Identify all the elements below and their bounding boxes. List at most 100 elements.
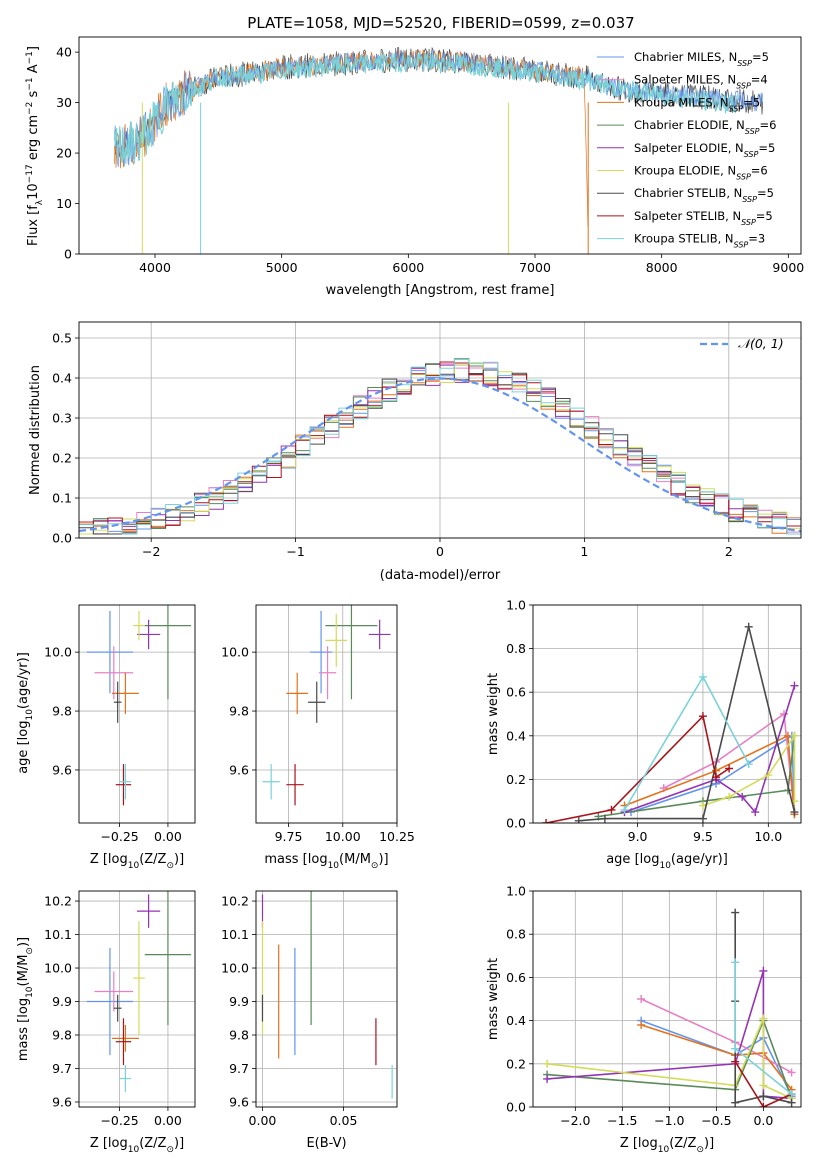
weight-line-chabrier-miles (630, 734, 796, 815)
weight-marker (759, 966, 768, 975)
errorbar-kroupa-miles (111, 1024, 139, 1052)
panel-weight-vs-Z: −2.0 −1.5 −1.0 −0.5 0.0 0.0 0.2 0.4 0.6 0.8 1.0 Z [… (486, 884, 802, 1155)
legend-text: =5 (743, 95, 760, 109)
weight-marker (787, 1090, 796, 1099)
x-tick-label: −2 (142, 544, 160, 559)
label-part: 10 (26, 183, 41, 200)
label-part: (Z/Z (139, 852, 166, 867)
label-part: −1 (25, 51, 35, 64)
label-part: erg cm (26, 115, 41, 164)
weight-marker (759, 1092, 768, 1101)
errorbar-kroupa-elodie (133, 921, 145, 1035)
y-tick-label: 0.1 (52, 491, 72, 506)
errorbar-chabrier-elodie (144, 605, 192, 700)
weight-marker (543, 1074, 552, 1083)
legend-text: Chabrier STELIB, N (634, 186, 742, 200)
legend-text: =3 (748, 232, 765, 246)
legend-text: Kroupa MILES, N (634, 95, 729, 109)
legend-text: Chabrier MILES, N (634, 50, 737, 64)
y-tick-label: 9.8 (52, 1028, 72, 1043)
y-tick-label: 0.6 (506, 685, 526, 700)
legend-text: =4 (751, 73, 768, 87)
x-axis-label: wavelength [Angstrom, rest frame] (326, 283, 555, 298)
weight-marker (574, 816, 583, 823)
y-tick-label: 10.0 (44, 961, 72, 976)
x-tick-label: 10.25 (379, 829, 415, 844)
weight-marker (787, 1068, 796, 1077)
y-tick-label: 0.5 (52, 331, 72, 346)
label-part: ⊙ (166, 861, 174, 871)
plot-area-residuals (79, 358, 801, 535)
label-part: ⊙ (166, 1145, 174, 1155)
y-axis-label: Normed distribution (28, 365, 43, 495)
y-tick-label: 10.0 (44, 645, 72, 660)
errorbar-salpeter-stelib (115, 764, 132, 806)
weight-marker (731, 958, 740, 967)
x-tick-label: 0.0 (753, 1113, 773, 1128)
legend-entry: Salpeter ELODIE, NSSP=5 (634, 141, 775, 159)
axes-frame (78, 36, 802, 255)
errorbar-kroupa-elodie (325, 613, 348, 667)
legend-sub: SSP (736, 172, 751, 181)
label-part: (M/M (16, 955, 31, 987)
panel-mass-vs-EBV: 0.00 0.05 9.6 9.7 9.8 9.9 10.0 10.1 10.2 E(B-V) (221, 890, 398, 1151)
label-part: ⊙ (25, 947, 35, 955)
y-tick-label: 9.8 (52, 704, 72, 719)
y-tick-label: 10 (56, 196, 72, 211)
panel-age-vs-mass: 9.75 10.00 10.25 9.6 9.8 10.0 mass [log10(M/M⊙… (221, 604, 415, 871)
label-part: 10 (128, 861, 140, 871)
y-tick-label: 30 (56, 95, 72, 110)
x-tick-label: 0.00 (249, 1113, 277, 1128)
weight-marker (731, 1057, 740, 1066)
weight-marker (607, 805, 616, 814)
weight-marker (790, 731, 799, 740)
legend-sub: SSP (736, 81, 751, 90)
weight-marker (725, 792, 734, 801)
legend-text: =6 (760, 118, 777, 132)
legend-text: Chabrier ELODIE, N (634, 118, 745, 132)
x-tick-label: −1 (286, 544, 304, 559)
x-axis-label: Z [log10(Z/Z⊙)] (90, 852, 184, 871)
y-tick-label: 0.0 (506, 1100, 526, 1115)
label-part: −1 (25, 77, 35, 90)
errorbar-chabrier-miles (86, 947, 134, 1056)
label-part: )] (16, 937, 31, 947)
label-part: 10 (25, 709, 35, 721)
legend-sub: SSP (729, 104, 744, 113)
legend-text: =6 (751, 164, 768, 178)
y-tick-label: 10.1 (44, 927, 72, 942)
errorbar-salpeter-miles (94, 971, 134, 1012)
legend-text: Salpeter MILES, N (634, 73, 736, 87)
legend-sub: SSP (737, 59, 752, 68)
x-tick-label: 0.00 (154, 829, 182, 844)
x-tick-label: 10.00 (325, 829, 361, 844)
label-part: ⊙ (696, 1145, 704, 1155)
y-tick-label: 9.6 (52, 762, 72, 777)
weight-marker (759, 1081, 768, 1090)
legend-entry: Chabrier MILES, NSSP=5 (634, 50, 769, 68)
label-part: (Z/Z (669, 1136, 696, 1151)
legend-text: =5 (756, 209, 773, 223)
errorbar-salpeter-elodie (137, 894, 161, 928)
weight-marker (698, 672, 707, 681)
y-tick-label: 0.8 (506, 927, 526, 942)
y-tick-label: 9.7 (229, 1061, 249, 1076)
legend-text: Salpeter ELODIE, N (634, 141, 744, 155)
label-part: λ (35, 199, 45, 205)
axes-frame (78, 890, 196, 1108)
label-part: s (26, 90, 41, 101)
x-tick-label: 5000 (266, 260, 298, 275)
y-tick-label: 1.0 (506, 598, 526, 613)
errorbar-salpeter-elodie (137, 619, 161, 650)
label-part: age [log (16, 721, 31, 774)
weight-marker (780, 710, 789, 718)
x-tick-label: 6000 (392, 260, 424, 275)
x-tick-label: 0 (436, 544, 444, 559)
y-tick-label: 10.2 (221, 894, 249, 909)
weight-marker (759, 1103, 768, 1107)
y-tick-label: 9.9 (52, 994, 72, 1009)
weight-marker (637, 1020, 646, 1029)
y-axis-label: mass weight (486, 673, 501, 755)
legend-entry: Kroupa ELODIE, NSSP=6 (634, 164, 768, 182)
